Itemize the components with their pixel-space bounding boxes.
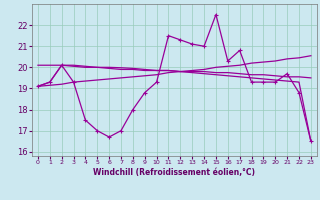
- X-axis label: Windchill (Refroidissement éolien,°C): Windchill (Refroidissement éolien,°C): [93, 168, 255, 177]
